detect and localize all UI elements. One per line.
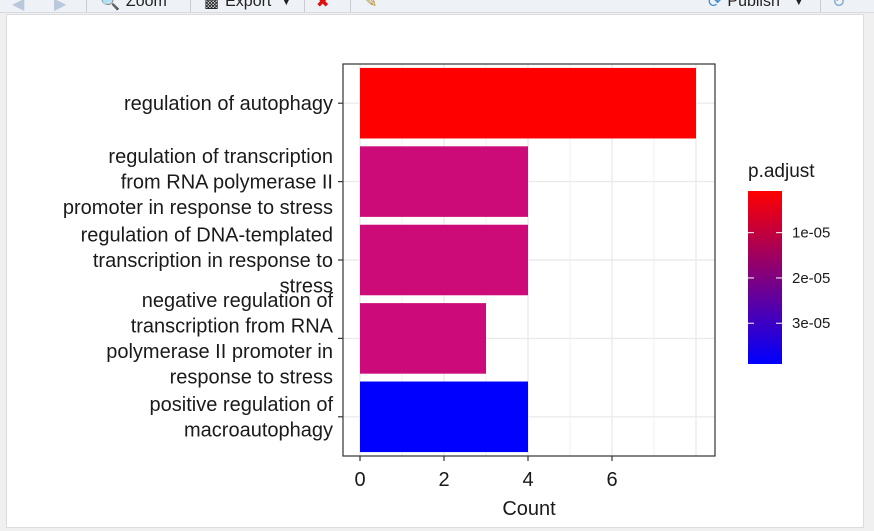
x-tick-label: 6: [606, 469, 617, 491]
x-tick-label: 2: [438, 469, 449, 491]
publish-icon: ⟳: [708, 0, 722, 11]
export-button[interactable]: ▩ Export ▼: [204, 0, 292, 11]
toolbar-divider: [820, 0, 821, 12]
legend-tick-label: 2e-05: [792, 270, 830, 287]
plot-toolbar: ◀ ▶ 🔍 Zoom ▩ Export ▼ ✖ ✎ ⟳ Publish ▼ ↻: [0, 0, 874, 13]
category-label-2: regulation of transcription: [108, 146, 333, 168]
toolbar-divider: [190, 0, 191, 12]
bar-3: [360, 224, 528, 296]
arrow-left-icon[interactable]: ◀: [12, 0, 25, 13]
zoom-label: Zoom: [125, 0, 167, 10]
category-label-3: transcription in response to: [93, 250, 333, 272]
category-label-3: regulation of DNA-templated: [81, 225, 333, 247]
publish-button[interactable]: ⟳ Publish ▼: [708, 0, 804, 11]
toolbar-divider: [350, 0, 351, 12]
toolbar-divider: [86, 0, 87, 12]
zoom-button[interactable]: 🔍 Zoom: [100, 0, 167, 11]
broom-icon[interactable]: ✎: [364, 0, 378, 11]
bar-2: [360, 146, 528, 217]
bar-4: [360, 303, 486, 374]
category-label-4: response to stress: [170, 367, 333, 389]
category-label-4: polymerase II promoter in: [106, 341, 333, 363]
x-tick-label: 4: [522, 469, 533, 491]
legend-title: p.adjust: [748, 161, 815, 182]
toolbar-divider: [304, 0, 305, 12]
publish-label: Publish: [727, 0, 780, 10]
export-label: Export: [225, 0, 272, 10]
category-label-5: positive regulation of: [150, 394, 334, 416]
magnifier-icon: 🔍: [100, 0, 120, 11]
chevron-down-icon: ▼: [793, 0, 804, 8]
x-tick-label: 0: [354, 469, 365, 491]
bar-5: [360, 381, 528, 453]
category-label-2: promoter in response to stress: [63, 197, 333, 219]
refresh-icon[interactable]: ↻: [832, 0, 846, 11]
x-axis-title: Count: [502, 498, 556, 520]
arrow-right-icon[interactable]: ▶: [54, 0, 67, 13]
category-label-4: transcription from RNA: [131, 316, 334, 338]
chevron-down-icon: ▼: [281, 0, 292, 8]
bar-1: [360, 67, 696, 139]
category-label-5: macroautophagy: [184, 420, 333, 442]
legend-tick-label: 1e-05: [792, 225, 830, 242]
category-label-1: regulation of autophagy: [124, 93, 333, 115]
category-label-3: stress: [280, 276, 333, 298]
image-export-icon: ▩: [204, 0, 220, 11]
legend-tick-label: 3e-05: [792, 315, 830, 332]
remove-plot-icon[interactable]: ✖: [316, 0, 330, 11]
category-label-4: negative regulation of: [142, 290, 334, 312]
category-label-2: from RNA polymerase II: [121, 172, 333, 194]
